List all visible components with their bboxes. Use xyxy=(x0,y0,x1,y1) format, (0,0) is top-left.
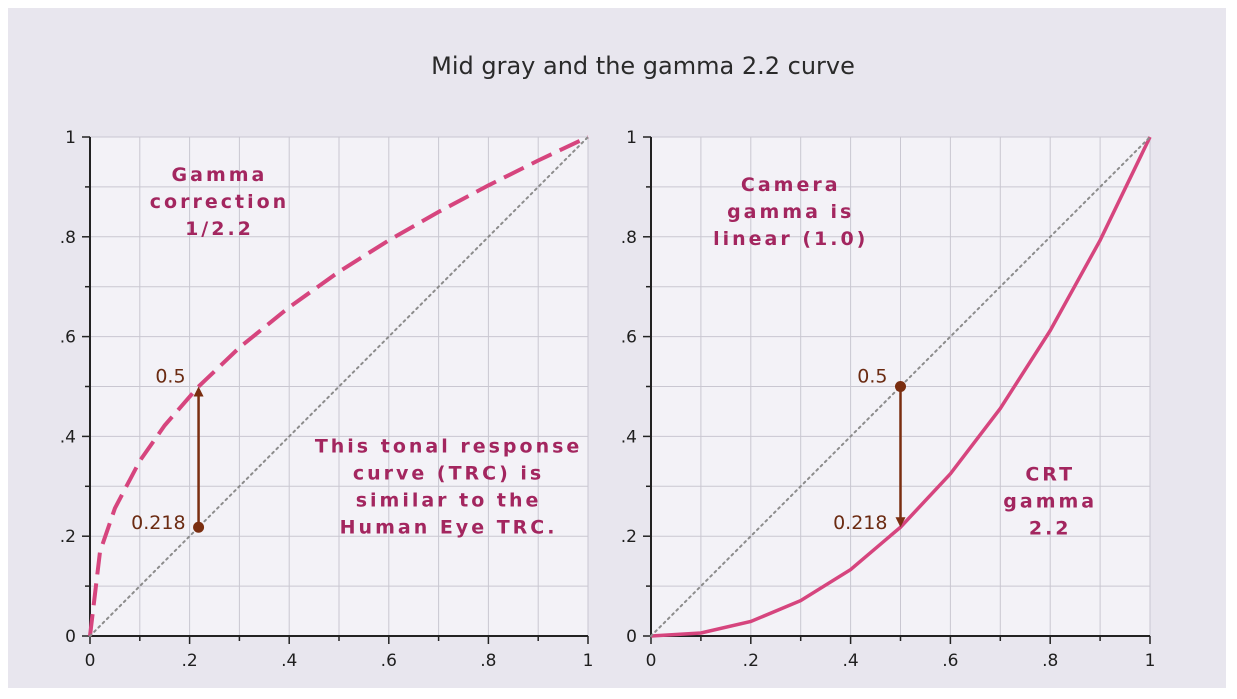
upper-value-label: 0.5 xyxy=(857,366,887,388)
diagonal-reference-line xyxy=(650,136,1151,637)
x-tick-label: 0 xyxy=(85,651,96,671)
left-chart: 0 .2 .4 .6 .8 1 0 .2 .4 .6 .8 1 0.5 0.218 Gamma correct… xyxy=(60,128,594,671)
annotation-text: 2.2 xyxy=(1029,517,1072,539)
diagonal-reference-line xyxy=(89,136,589,637)
annotation-text: 1/2.2 xyxy=(185,218,254,240)
marker-dot xyxy=(193,521,205,533)
y-tick-label: 1 xyxy=(626,128,637,148)
annotation-text: correction xyxy=(150,191,289,213)
y-tick-label: .2 xyxy=(60,527,76,547)
annotation-text: This tonal response xyxy=(315,435,582,457)
lower-value-label: 0.218 xyxy=(833,512,887,534)
annotation-text: similar to the xyxy=(356,489,542,511)
x-tick-label: .6 xyxy=(381,651,397,671)
annotation-text: linear (1.0) xyxy=(713,228,868,250)
upper-value-label: 0.5 xyxy=(155,366,185,388)
x-tick-label: 1 xyxy=(583,651,594,671)
annotation-text: gamma xyxy=(1003,490,1097,512)
annotation-text: CRT xyxy=(1025,463,1075,485)
figure-title: Mid gray and the gamma 2.2 curve xyxy=(431,52,855,80)
y-tick-label: 1 xyxy=(65,128,76,148)
annotation-text: Human Eye TRC. xyxy=(340,516,558,538)
x-tick-label: .4 xyxy=(281,651,297,671)
x-tick-label: 0 xyxy=(646,651,657,671)
x-tick-label: .6 xyxy=(942,651,958,671)
y-tick-label: .4 xyxy=(60,427,76,447)
marker-dot xyxy=(895,381,906,392)
y-tick-label: .2 xyxy=(621,527,637,547)
y-tick-label: 0 xyxy=(626,627,637,647)
arrow-head xyxy=(193,386,204,397)
annotation-text: gamma is xyxy=(727,201,854,223)
x-tick-label: .8 xyxy=(480,651,496,671)
x-tick-label: .2 xyxy=(181,651,197,671)
y-tick-label: .8 xyxy=(621,228,637,248)
x-tick-label: .2 xyxy=(743,651,759,671)
arrow-head xyxy=(895,517,906,528)
y-tick-label: 0 xyxy=(65,627,76,647)
annotation-text: curve (TRC) is xyxy=(353,462,544,484)
lower-value-label: 0.218 xyxy=(131,512,185,534)
y-tick-label: .6 xyxy=(621,328,637,348)
x-tick-label: 1 xyxy=(1145,651,1156,671)
y-tick-label: .6 xyxy=(60,328,76,348)
right-chart: 0 .2 .4 .6 .8 1 0 .2 .4 .6 .8 1 0.5 0.218 Camera gamma … xyxy=(621,128,1156,671)
annotation-text: Gamma xyxy=(172,164,268,186)
annotation-text: Camera xyxy=(741,174,841,196)
gamma-correction-curve xyxy=(88,135,589,637)
y-tick-label: .8 xyxy=(60,228,76,248)
x-tick-label: .4 xyxy=(842,651,858,671)
y-tick-label: .4 xyxy=(621,427,637,447)
x-tick-label: .8 xyxy=(1042,651,1058,671)
